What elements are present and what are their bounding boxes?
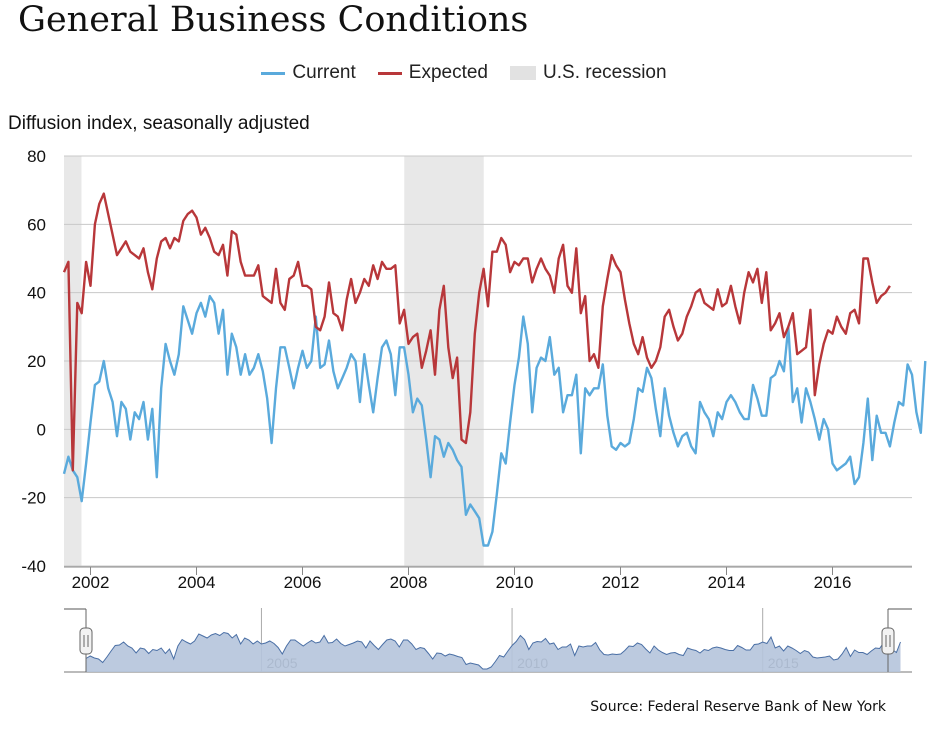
legend-item-current[interactable]: Current xyxy=(261,62,356,84)
x-tick-label: 2002 xyxy=(72,573,110,592)
series-lines xyxy=(62,192,927,547)
range-navigator[interactable]: 200520102015 xyxy=(64,608,912,673)
x-tick-label: 2016 xyxy=(814,573,852,592)
navigator-handle-grip[interactable] xyxy=(79,627,93,655)
x-tick-label: 2010 xyxy=(496,573,534,592)
legend-item-recession[interactable]: U.S. recession xyxy=(510,62,667,84)
x-tick-label: 2006 xyxy=(284,573,322,592)
legend-item-expected[interactable]: Expected xyxy=(377,62,489,84)
navigator-handle-grip[interactable] xyxy=(881,627,895,655)
x-axis-ticks: 2002 2004 2006 2008 2010 2012 2014 2016 xyxy=(64,566,912,592)
legend: Current Expected U.S. recession xyxy=(0,62,928,84)
chart-title: General Business Conditions xyxy=(18,0,529,40)
legend-label-expected: Expected xyxy=(408,62,489,83)
legend-swatch-recession xyxy=(510,66,537,80)
x-tick-label: 2004 xyxy=(178,573,216,592)
y-axis-label: Diffusion index, seasonally adjusted xyxy=(8,113,310,134)
y-tick-label: 0 xyxy=(37,420,46,439)
legend-label-recession: U.S. recession xyxy=(543,62,667,83)
y-tick-label: 60 xyxy=(27,215,46,234)
x-tick-label: 2014 xyxy=(708,573,746,592)
legend-swatch-current xyxy=(261,71,286,75)
source-note: Source: Federal Reserve Bank of New York xyxy=(590,699,886,715)
navigator-area xyxy=(86,632,901,672)
y-tick-label: 20 xyxy=(27,352,46,371)
y-tick-label: 40 xyxy=(27,284,46,303)
series-line-current xyxy=(62,294,927,547)
navigator-handle-right[interactable] xyxy=(881,609,895,672)
y-axis-ticks: 80 60 40 20 0 -20 -40 xyxy=(21,147,46,576)
legend-swatch-expected xyxy=(377,71,402,75)
series-line-expected xyxy=(62,192,891,472)
y-tick-label: 80 xyxy=(27,147,46,166)
gridlines xyxy=(64,155,912,567)
x-tick-label: 2012 xyxy=(602,573,640,592)
navigator-line xyxy=(85,631,901,670)
y-tick-label: -20 xyxy=(21,489,46,508)
navigator-handle-left[interactable] xyxy=(79,609,93,672)
x-tick-label: 2008 xyxy=(390,573,428,592)
legend-label-current: Current xyxy=(292,62,356,83)
y-tick-label: -40 xyxy=(21,557,46,576)
